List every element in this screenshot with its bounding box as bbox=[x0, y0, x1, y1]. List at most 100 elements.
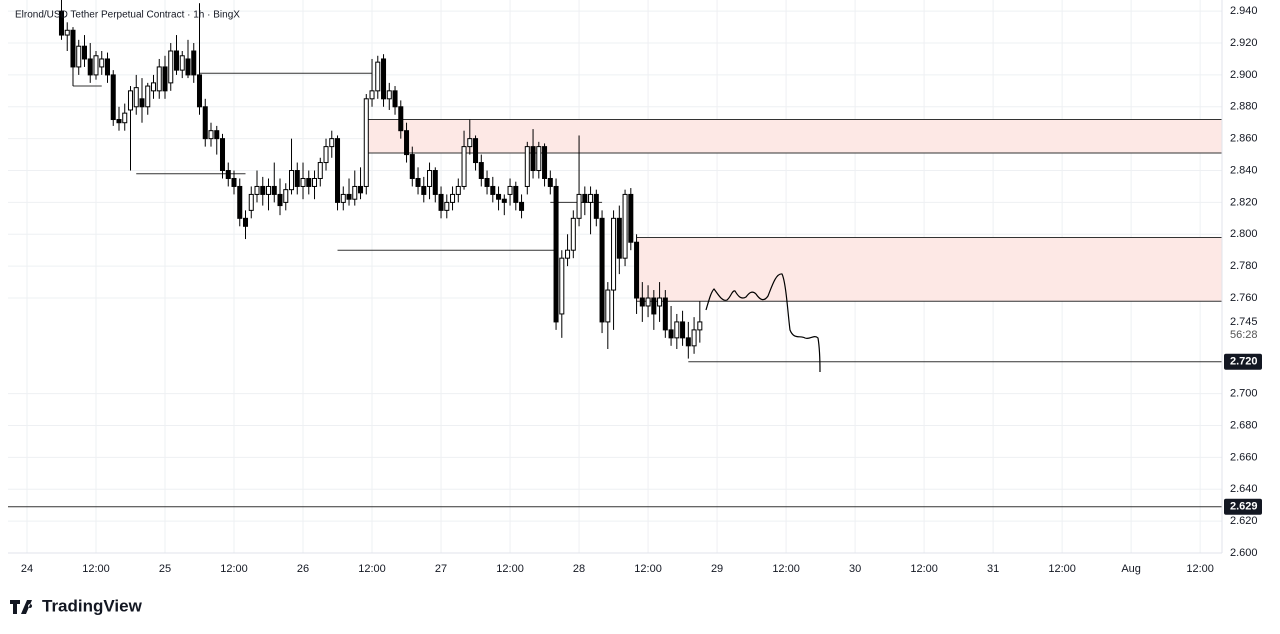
candle-body bbox=[685, 337, 691, 347]
candle-body bbox=[432, 170, 438, 195]
candle-body bbox=[524, 146, 530, 187]
candle-body bbox=[680, 321, 686, 339]
candle-body bbox=[622, 193, 628, 259]
x-tick-label: 28 bbox=[573, 563, 585, 575]
y-tick-label: 2.660 bbox=[1230, 451, 1258, 463]
candle-body bbox=[593, 193, 599, 219]
candle-body bbox=[530, 146, 536, 172]
candle-body bbox=[691, 329, 697, 347]
candle-body bbox=[185, 58, 191, 76]
candle-body bbox=[340, 193, 346, 203]
candle-body bbox=[553, 185, 559, 323]
candle-body bbox=[300, 177, 306, 187]
x-tick-label: 12:00 bbox=[496, 563, 524, 575]
y-tick-label: 2.900 bbox=[1230, 69, 1258, 81]
candle-body bbox=[162, 66, 168, 92]
candle-body bbox=[467, 138, 473, 148]
candle-body bbox=[473, 138, 479, 164]
candle-body bbox=[196, 74, 203, 108]
candles bbox=[58, 0, 703, 359]
candle-body bbox=[628, 193, 634, 243]
y-tick-label: 2.800 bbox=[1230, 228, 1258, 240]
x-tick-label: 12:00 bbox=[772, 563, 800, 575]
x-tick-label: Aug bbox=[1121, 563, 1141, 575]
x-tick-label: 12:00 bbox=[1048, 563, 1076, 575]
y-tick-label: 2.620 bbox=[1230, 515, 1258, 527]
y-tick-label: 2.700 bbox=[1230, 388, 1258, 400]
y-tick-label: 2.820 bbox=[1230, 196, 1258, 208]
candle-body bbox=[179, 55, 185, 71]
y-tick-label: 2.640 bbox=[1230, 483, 1258, 495]
candle-body bbox=[254, 185, 260, 195]
candle-body bbox=[565, 249, 571, 259]
candle-body bbox=[478, 162, 484, 179]
candle-body bbox=[237, 185, 243, 219]
countdown-label: 56:28 bbox=[1230, 329, 1258, 341]
projection-drawing bbox=[705, 273, 821, 373]
y-tick-label: 2.680 bbox=[1230, 419, 1258, 431]
candle-body bbox=[231, 177, 237, 187]
candle-body bbox=[116, 119, 122, 124]
candle-body bbox=[64, 29, 70, 36]
y-tick-label: 2.780 bbox=[1230, 260, 1258, 272]
candle-body bbox=[352, 185, 358, 200]
candle-body bbox=[306, 177, 312, 187]
x-tick-label: 24 bbox=[21, 563, 33, 575]
price-tag bbox=[1224, 498, 1262, 515]
y-tick-label: 2.860 bbox=[1230, 133, 1258, 145]
x-tick-label: 12:00 bbox=[358, 563, 386, 575]
candle-body bbox=[127, 90, 134, 111]
candle-body bbox=[507, 185, 513, 195]
candle-body bbox=[283, 189, 289, 203]
candle-body bbox=[674, 321, 680, 339]
candle-body bbox=[70, 29, 76, 68]
candle-body bbox=[358, 185, 364, 194]
x-tick-label: 29 bbox=[711, 563, 723, 575]
candle-body bbox=[616, 217, 622, 259]
candle-body bbox=[639, 297, 645, 307]
x-tick-label: 25 bbox=[159, 563, 171, 575]
candle-body bbox=[87, 58, 93, 76]
y-tick-label: 2.840 bbox=[1230, 164, 1258, 176]
candle-body bbox=[265, 185, 272, 195]
y-tick-label: 2.880 bbox=[1230, 101, 1258, 113]
candle-body bbox=[133, 87, 139, 108]
candle-body bbox=[570, 217, 576, 251]
candle-body bbox=[375, 61, 381, 92]
candle-body bbox=[156, 66, 162, 92]
candle-body bbox=[697, 321, 703, 331]
candle-body bbox=[450, 193, 456, 203]
candle-body bbox=[501, 198, 507, 203]
candle-body bbox=[335, 138, 341, 203]
x-tick-label: 30 bbox=[849, 563, 861, 575]
candle-body bbox=[421, 185, 427, 195]
x-tick-label: 27 bbox=[435, 563, 447, 575]
candle-body bbox=[202, 106, 208, 140]
candle-body bbox=[605, 289, 611, 323]
candle-body bbox=[145, 85, 151, 108]
candle-body bbox=[381, 58, 387, 100]
candle-body bbox=[173, 50, 180, 71]
y-tick-label: 2.600 bbox=[1230, 547, 1258, 559]
candle-body bbox=[289, 170, 295, 191]
candle-body bbox=[398, 106, 404, 132]
candle-body bbox=[519, 201, 525, 211]
chart-title: Elrond/USD Tether Perpetual Contract · 1… bbox=[15, 10, 240, 21]
y-tick-label: 2.940 bbox=[1230, 5, 1258, 17]
candle-body bbox=[542, 146, 548, 179]
candle-body bbox=[312, 177, 318, 187]
last-price-label: 2.745 bbox=[1230, 316, 1258, 328]
candle-body bbox=[547, 177, 553, 187]
x-tick-label: 12:00 bbox=[82, 563, 110, 575]
candle-body bbox=[168, 50, 174, 84]
grid bbox=[8, 0, 1222, 554]
candle-body bbox=[271, 185, 277, 195]
candle-body bbox=[576, 193, 582, 219]
candle-body bbox=[214, 130, 220, 140]
candle-body bbox=[490, 185, 496, 195]
candle-body bbox=[191, 50, 197, 76]
candle-body bbox=[392, 90, 398, 108]
candle-body bbox=[99, 58, 105, 68]
brand-name: TradingView bbox=[42, 596, 143, 615]
